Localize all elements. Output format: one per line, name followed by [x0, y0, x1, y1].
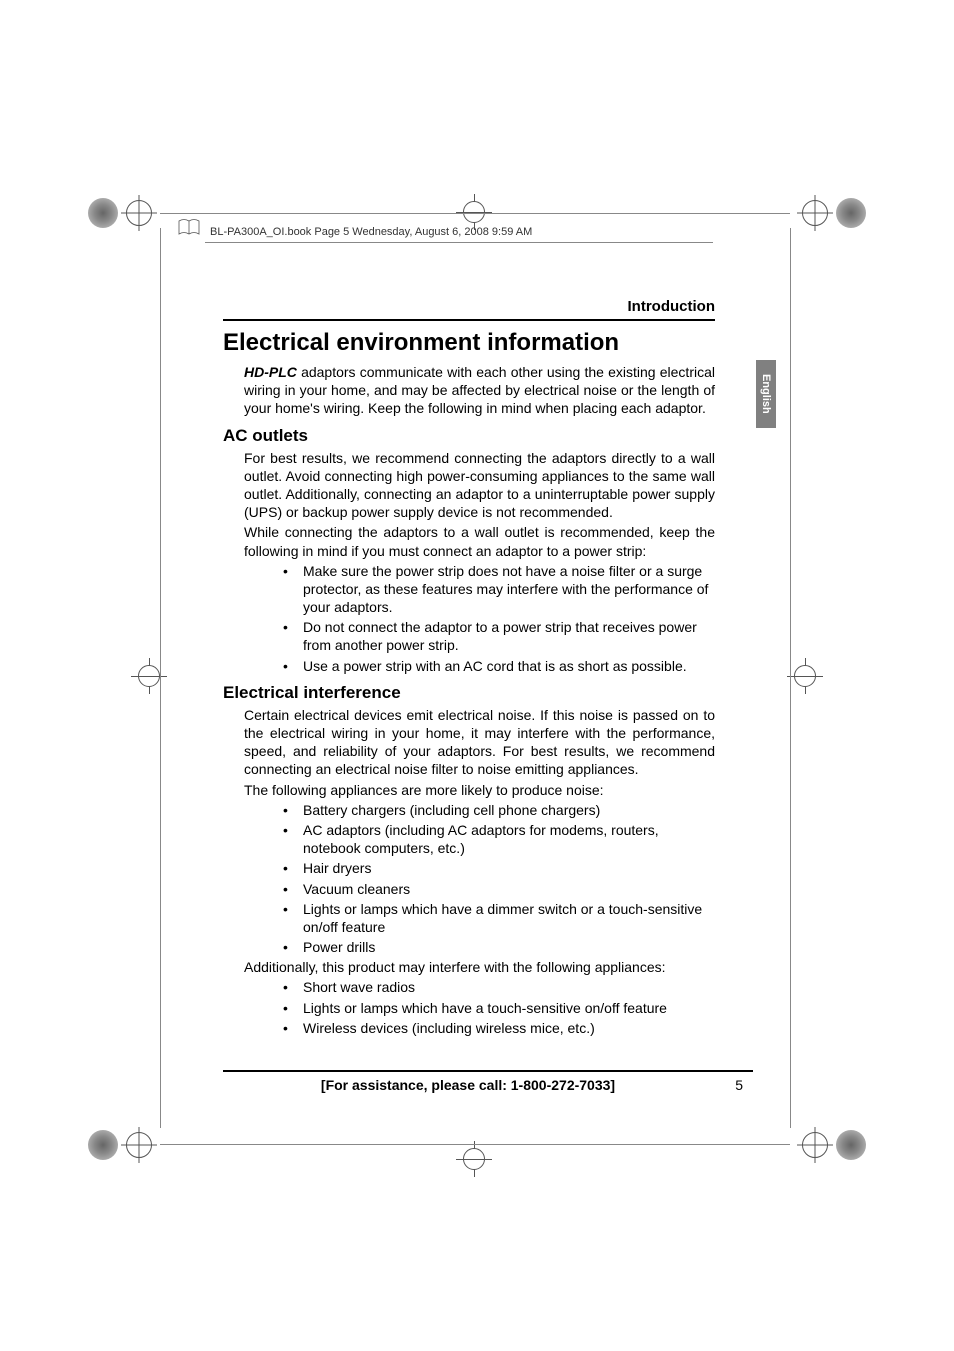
ac-para-1: For best results, we recommend connectin… [244, 449, 715, 522]
frame-left [160, 228, 161, 1128]
int-para-1: Certain electrical devices emit electric… [244, 706, 715, 779]
intro-bold: HD-PLC [244, 364, 297, 380]
crop-top-right [802, 198, 866, 228]
page-footer: [For assistance, please call: 1-800-272-… [223, 1070, 753, 1093]
frame-bottom [160, 1144, 790, 1145]
section-header: Introduction [223, 298, 715, 321]
page-content: Introduction Electrical environment info… [223, 298, 715, 1039]
heading-interference: Electrical interference [223, 683, 715, 703]
list-item: Hair dryers [283, 859, 715, 877]
list-item: Make sure the power strip does not have … [283, 562, 715, 617]
crop-mid-right [791, 662, 819, 690]
list-item: AC adaptors (including AC adaptors for m… [283, 821, 715, 857]
page-number: 5 [713, 1077, 753, 1093]
intro-rest: adaptors communicate with each other usi… [244, 364, 715, 416]
ac-para-2: While connecting the adaptors to a wall … [244, 523, 715, 559]
crop-mid-left [135, 662, 163, 690]
header-rule [205, 242, 713, 243]
int-bullets: Battery chargers (including cell phone c… [283, 801, 715, 957]
crop-top-left [88, 198, 152, 228]
ac-bullets: Make sure the power strip does not have … [283, 562, 715, 675]
crop-top-center [460, 198, 488, 226]
list-item: Short wave radios [283, 978, 715, 996]
page-title: Electrical environment information [223, 329, 715, 357]
running-header: BL-PA300A_OI.book Page 5 Wednesday, Augu… [210, 226, 532, 238]
list-item: Battery chargers (including cell phone c… [283, 801, 715, 819]
list-item: Use a power strip with an AC cord that i… [283, 657, 715, 675]
heading-ac-outlets: AC outlets [223, 426, 715, 446]
list-item: Lights or lamps which have a dimmer swit… [283, 900, 715, 936]
int-bullets-2: Short wave radios Lights or lamps which … [283, 978, 715, 1037]
crop-bottom-left [88, 1130, 152, 1160]
crop-bottom-center [460, 1145, 488, 1173]
list-item: Vacuum cleaners [283, 880, 715, 898]
list-item: Lights or lamps which have a touch-sensi… [283, 999, 715, 1017]
crop-bottom-right [802, 1130, 866, 1160]
int-para-3: Additionally, this product may interfere… [244, 958, 715, 976]
list-item: Wireless devices (including wireless mic… [283, 1019, 715, 1037]
intro-paragraph: HD-PLC adaptors communicate with each ot… [244, 363, 715, 418]
book-icon [178, 218, 200, 236]
frame-top [160, 213, 790, 214]
language-tab: English [756, 360, 776, 428]
list-item: Power drills [283, 938, 715, 956]
frame-right [790, 228, 791, 1128]
int-para-2: The following appliances are more likely… [244, 781, 715, 799]
list-item: Do not connect the adaptor to a power st… [283, 618, 715, 654]
footer-assist: [For assistance, please call: 1-800-272-… [223, 1077, 713, 1093]
